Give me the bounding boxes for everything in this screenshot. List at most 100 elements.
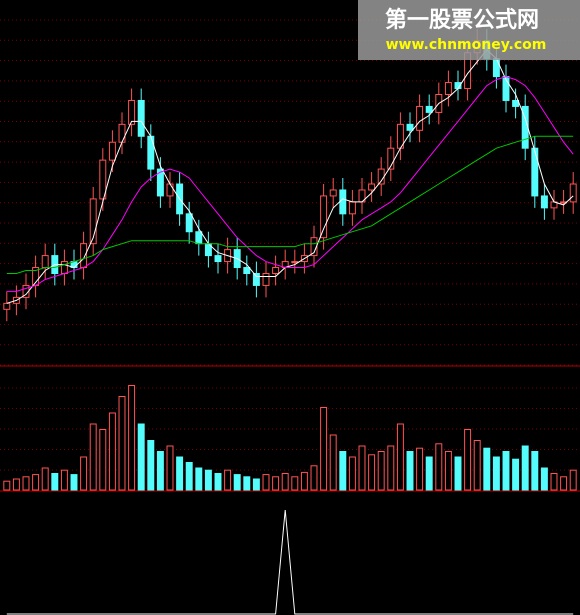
candle-body (272, 267, 280, 274)
volume-bar (118, 396, 126, 491)
volume-bar (128, 385, 136, 491)
watermark-title: 第一股票公式网 (385, 7, 539, 33)
signal-line (6, 509, 574, 615)
candle-body (195, 231, 203, 245)
candle-body (569, 183, 577, 203)
volume-bar (166, 445, 174, 491)
volume-bar (89, 423, 97, 491)
moving-average-line (6, 76, 574, 292)
candle-body (540, 195, 548, 209)
volume-bar (348, 456, 356, 491)
candle-body (89, 198, 97, 245)
volume-bar (252, 478, 260, 491)
candle-body (185, 213, 193, 233)
volume-bar (185, 462, 193, 491)
volume-bar (454, 456, 462, 491)
candle-body (512, 99, 520, 107)
volume-bar (300, 471, 308, 491)
volume-bar (310, 465, 318, 491)
volume-bar (512, 458, 520, 491)
volume-bar (51, 473, 59, 491)
volume-bar (147, 440, 155, 491)
volume-bar (396, 423, 404, 491)
volume-bar (156, 451, 164, 491)
volume-bar (3, 480, 11, 491)
candle-body (137, 99, 145, 137)
volume-bar (358, 445, 366, 491)
candle-body (310, 237, 318, 257)
volume-bar (521, 445, 529, 491)
volume-bar (502, 451, 510, 491)
volume-bar (416, 447, 424, 491)
candle-body (252, 273, 260, 286)
candle-body (80, 243, 88, 269)
candle-body (3, 302, 11, 310)
volume-bar (569, 469, 577, 491)
volume-bar (272, 476, 280, 491)
candle-body (492, 58, 500, 78)
volume-bar (22, 476, 30, 491)
watermark-box (358, 0, 580, 60)
volume-bar (473, 440, 481, 491)
marks (3, 28, 577, 615)
volume-bar (243, 476, 251, 491)
volume-bar (233, 474, 241, 491)
candle-body (41, 255, 49, 269)
volume-bar (281, 473, 289, 491)
candle-body (214, 255, 222, 263)
volume-bar (262, 474, 270, 491)
volume-bar (70, 474, 78, 491)
volume-bar (560, 476, 568, 491)
volume-bar (387, 445, 395, 491)
volume-bar (60, 469, 68, 491)
volume-bar (531, 451, 539, 491)
volume-bar (214, 473, 222, 491)
volume-bar (195, 467, 203, 491)
volume-bar (137, 423, 145, 491)
candle-body (416, 105, 424, 131)
moving-average-line (6, 135, 574, 274)
volume-bar (224, 469, 232, 491)
volume-bar (368, 454, 376, 491)
candle-body (329, 189, 337, 197)
candle-body (339, 189, 347, 215)
candle-body (368, 183, 376, 191)
volume-bar (377, 451, 385, 491)
volume-bar (540, 467, 548, 491)
volume-bar (99, 429, 107, 491)
volume-bar (492, 456, 500, 491)
volume-bar (176, 456, 184, 491)
volume-bar (329, 434, 337, 491)
candle-body (406, 123, 414, 131)
volume-bar (483, 447, 491, 491)
volume-bar (12, 478, 20, 491)
candle-body (387, 147, 395, 170)
candle-body (320, 195, 328, 239)
candle-body (291, 261, 299, 264)
candle-body (118, 123, 126, 143)
volume-bar (80, 456, 88, 491)
candle-body (425, 105, 433, 113)
candle-body (262, 273, 270, 286)
volume-bar (464, 429, 472, 491)
volume-bar (550, 473, 558, 491)
candle-body (156, 168, 164, 197)
volume-bar (291, 476, 299, 491)
volume-bar (406, 451, 414, 491)
volume-bar (41, 467, 49, 491)
volume-bar (435, 443, 443, 491)
candle-body (99, 159, 107, 200)
volume-bar (108, 412, 116, 491)
volume-bar (320, 407, 328, 491)
candle-body (348, 201, 356, 215)
candle-body (531, 147, 539, 197)
volume-bar (339, 451, 347, 491)
candle-body (243, 267, 251, 274)
volume-bar (32, 474, 40, 491)
candle-body (166, 183, 174, 197)
volume-bar (204, 469, 212, 491)
watermark-url: www.chnmoney.com (386, 37, 547, 53)
candle-body (108, 141, 116, 161)
